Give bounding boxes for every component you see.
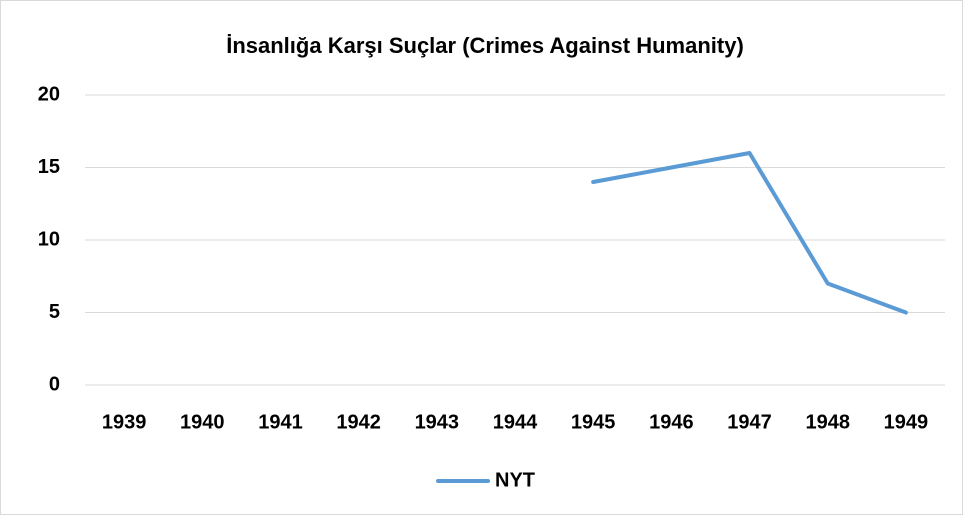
x-tick-label: 1945: [571, 411, 616, 433]
x-tick-label: 1939: [102, 411, 147, 433]
legend-label: NYT: [495, 469, 535, 491]
y-tick-label: 20: [38, 83, 60, 105]
y-tick-label: 5: [49, 301, 60, 323]
x-tick-label: 1947: [727, 411, 772, 433]
x-tick-label: 1944: [493, 411, 538, 433]
y-tick-label: 15: [38, 156, 60, 178]
y-tick-label: 0: [49, 373, 60, 395]
x-tick-label: 1946: [649, 411, 694, 433]
chart-title: İnsanlığa Karşı Suçlar (Crimes Against H…: [226, 33, 744, 58]
series-line: [591, 151, 908, 315]
x-tick-label: 1942: [336, 411, 381, 433]
x-tick-label: 1948: [805, 411, 850, 433]
x-tick-label: 1941: [258, 411, 303, 433]
x-tick-label: 1940: [180, 411, 225, 433]
x-tick-label: 1949: [884, 411, 929, 433]
y-tick-label: 10: [38, 228, 60, 250]
x-tick-label: 1943: [415, 411, 460, 433]
